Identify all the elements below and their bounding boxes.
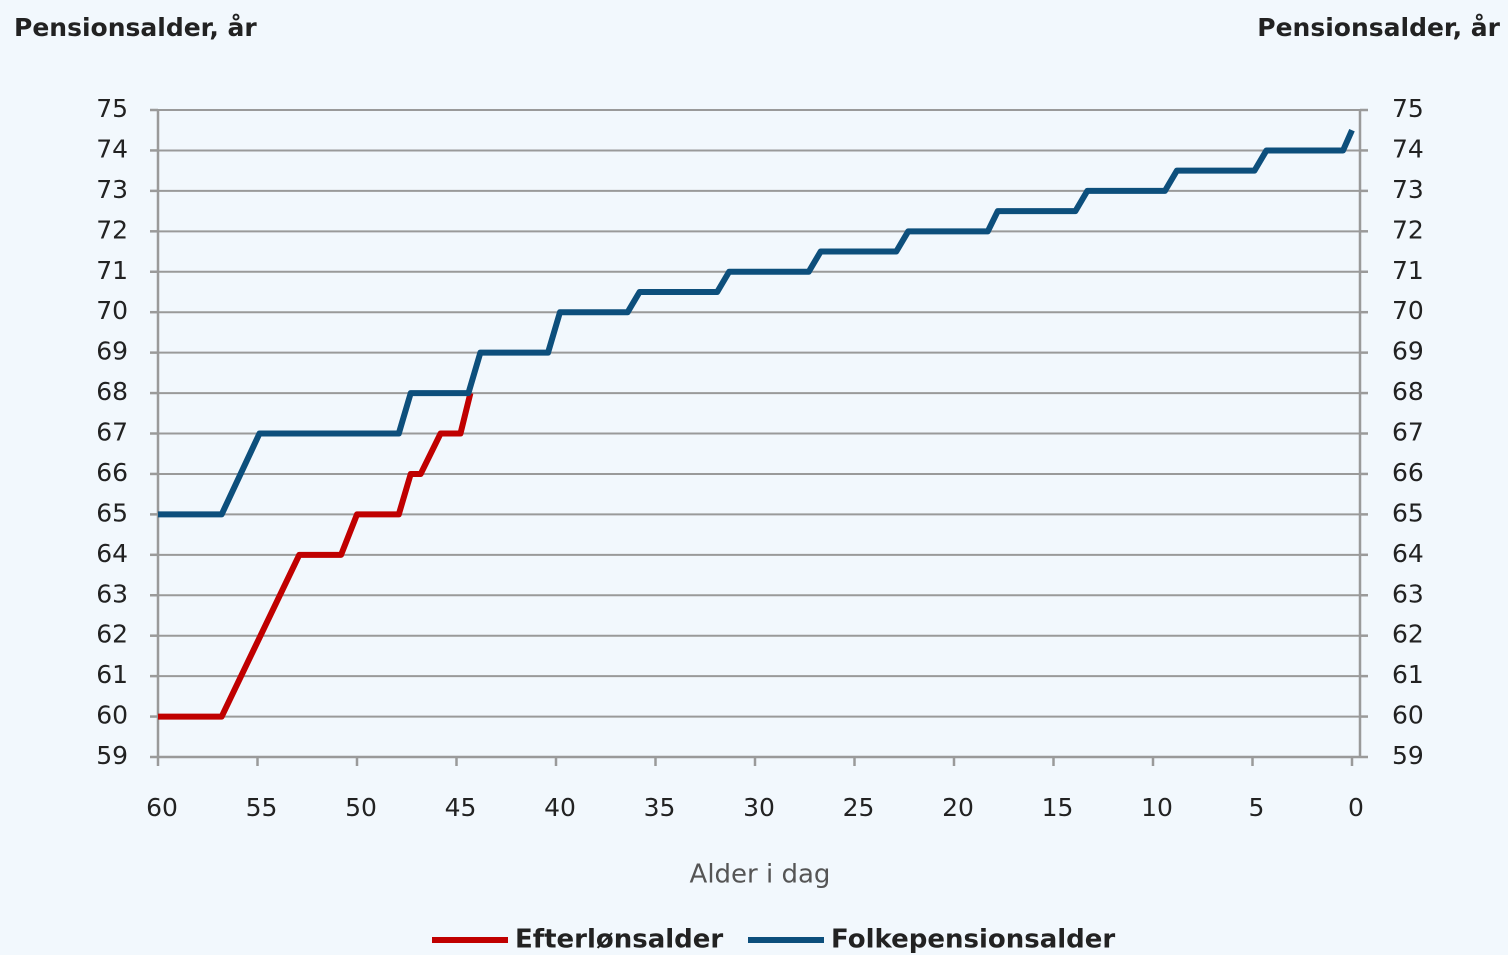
y-tick-label: 64 <box>96 539 128 568</box>
y2-tick-label: 71 <box>1392 256 1424 285</box>
y-tick-label: 70 <box>96 296 128 325</box>
series-line <box>158 392 474 720</box>
x-tick-label: 50 <box>345 793 377 822</box>
y-tick-label: 75 <box>96 94 128 123</box>
legend-label: Efterlønsalder <box>515 925 723 955</box>
y2-tick-label: 67 <box>1392 418 1424 447</box>
y2-tick-label: 59 <box>1392 741 1424 770</box>
y2-tick-label: 62 <box>1392 620 1424 649</box>
x-tick-label: 20 <box>942 793 974 822</box>
y-tick-label: 65 <box>96 498 128 527</box>
series-line <box>158 129 1355 518</box>
y2-tick-label: 68 <box>1392 377 1424 406</box>
y-tick-label: 62 <box>96 620 128 649</box>
y-tick-label: 69 <box>96 337 128 366</box>
x-tick-label: 60 <box>146 793 178 822</box>
y-tick-label: 71 <box>96 256 128 285</box>
x-tick-label: 15 <box>1042 793 1074 822</box>
y2-tick-label: 69 <box>1392 337 1424 366</box>
x-tick-label: 25 <box>843 793 875 822</box>
y-tick-label: 67 <box>96 418 128 447</box>
x-tick-label: 5 <box>1249 793 1265 822</box>
y2-tick-label: 64 <box>1392 539 1424 568</box>
y2-tick-label: 74 <box>1392 134 1424 163</box>
y-tick-label: 73 <box>96 175 128 204</box>
legend-label: Folkepensionsalder <box>831 925 1115 955</box>
x-tick-label: 0 <box>1348 793 1364 822</box>
y-tick-label: 61 <box>96 660 128 689</box>
x-tick-label: 30 <box>743 793 775 822</box>
y2-tick-label: 66 <box>1392 458 1424 487</box>
y2-tick-label: 72 <box>1392 215 1424 244</box>
y2-tick-label: 63 <box>1392 579 1424 608</box>
y-tick-label: 74 <box>96 134 128 163</box>
y-tick-label: 63 <box>96 579 128 608</box>
x-tick-label: 35 <box>644 793 676 822</box>
y-tick-label: 59 <box>96 741 128 770</box>
y2-tick-label: 61 <box>1392 660 1424 689</box>
x-axis-label: Alder i dag <box>690 860 831 890</box>
x-tick-label: 40 <box>544 793 576 822</box>
y2-tick-label: 75 <box>1392 94 1424 123</box>
x-tick-label: 55 <box>246 793 278 822</box>
left-axis-title: Pensionsalder, år <box>14 13 257 42</box>
y-tick-label: 72 <box>96 215 128 244</box>
y2-tick-label: 70 <box>1392 296 1424 325</box>
y-tick-label: 68 <box>96 377 128 406</box>
x-tick-label: 45 <box>445 793 477 822</box>
x-tick-label: 10 <box>1141 793 1173 822</box>
y2-tick-label: 73 <box>1392 175 1424 204</box>
y-tick-label: 60 <box>96 701 128 730</box>
right-axis-title: Pensionsalder, år <box>1257 13 1500 42</box>
y2-tick-label: 60 <box>1392 701 1424 730</box>
y-tick-label: 66 <box>96 458 128 487</box>
y2-tick-label: 65 <box>1392 498 1424 527</box>
